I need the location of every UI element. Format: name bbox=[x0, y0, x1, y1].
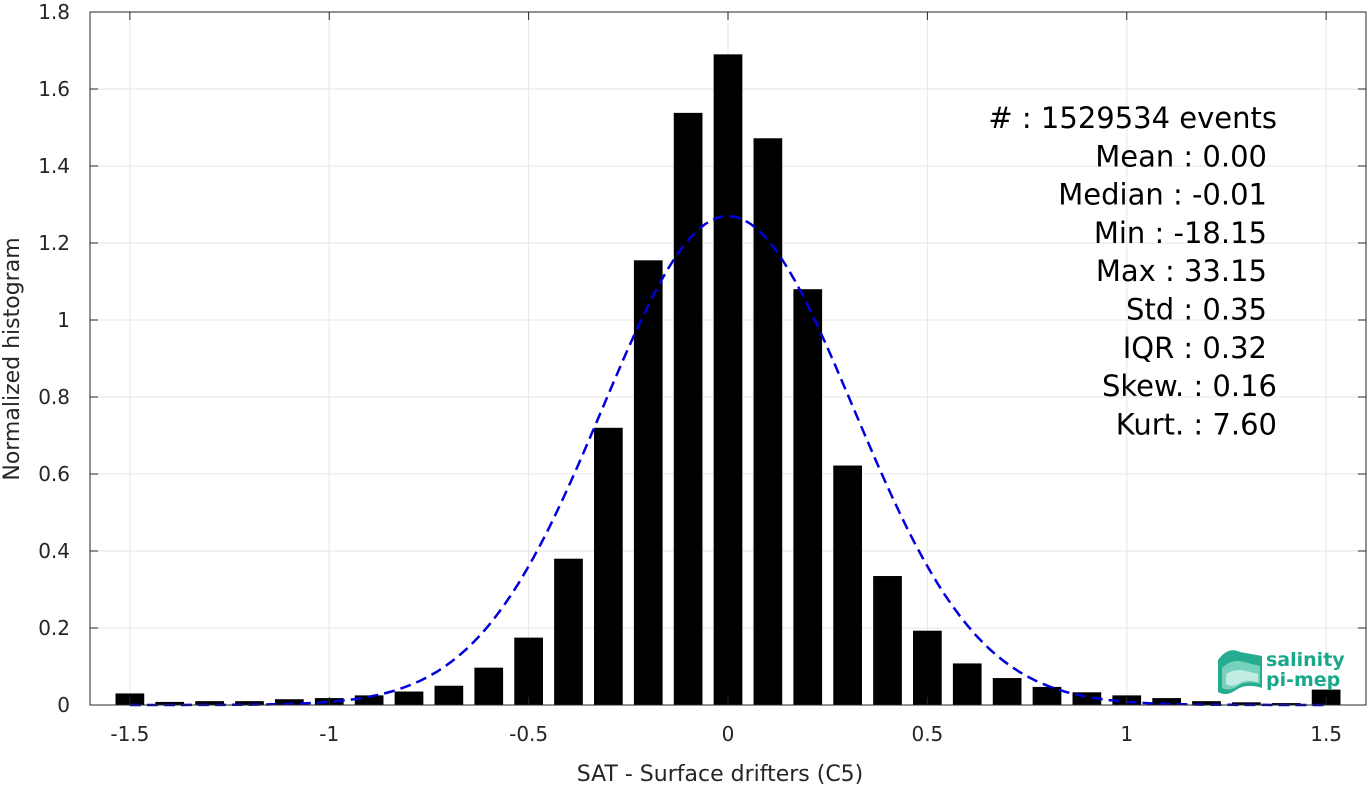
x-tick-label: -1 bbox=[319, 722, 339, 746]
logo-text-line1: salinity bbox=[1266, 649, 1345, 671]
y-tick-label: 0.2 bbox=[38, 616, 70, 640]
x-tick-label: 0.5 bbox=[911, 722, 943, 746]
histogram-bar bbox=[235, 701, 264, 705]
x-tick-label: -0.5 bbox=[509, 722, 548, 746]
stat-line: Kurt. : 7.60 bbox=[1116, 407, 1277, 441]
y-tick-label: 0.4 bbox=[38, 539, 70, 563]
histogram-bar bbox=[873, 576, 902, 705]
histogram-bar bbox=[474, 667, 504, 705]
x-tick-label: 1.5 bbox=[1310, 722, 1342, 746]
histogram-bar bbox=[833, 465, 862, 705]
histogram-bar bbox=[753, 138, 783, 705]
y-axis-label: Normalized histogram bbox=[0, 237, 25, 480]
histogram-bar bbox=[992, 678, 1022, 705]
logo-text-line2: pi-mep bbox=[1266, 669, 1340, 691]
stat-line: IQR : 0.32 bbox=[1123, 331, 1267, 365]
stat-line: Median : -0.01 bbox=[1058, 178, 1267, 212]
histogram-bar bbox=[514, 637, 543, 705]
x-tick-label: 1 bbox=[1120, 722, 1133, 746]
histogram-bars bbox=[115, 54, 1341, 706]
histogram-bar bbox=[1152, 698, 1181, 705]
y-axis-ticks: 0 0.2 0.4 0.6 0.8 1 1.2 1.4 1.6 1.8 bbox=[38, 0, 1366, 717]
histogram-bar bbox=[434, 685, 464, 705]
stat-line: Max : 33.15 bbox=[1096, 254, 1267, 288]
histogram-bar bbox=[633, 260, 663, 705]
histogram-bar bbox=[394, 691, 424, 705]
histogram-bar bbox=[275, 699, 304, 705]
y-tick-label: 1.4 bbox=[38, 154, 70, 178]
histogram-bar bbox=[1192, 701, 1221, 705]
y-tick-label: 1.6 bbox=[38, 77, 70, 101]
histogram-bar bbox=[673, 112, 703, 706]
stat-line: Std : 0.35 bbox=[1126, 293, 1267, 327]
stat-line: Skew. : 0.16 bbox=[1102, 369, 1277, 403]
statistics-box: # : 1529534 events Mean : 0.00 Median : -0… bbox=[988, 101, 1277, 441]
x-axis-ticks: -1.5 -1 -0.5 0 0.5 1 1.5 bbox=[110, 12, 1342, 746]
y-tick-label: 0 bbox=[57, 693, 70, 717]
histogram-bar bbox=[554, 558, 583, 705]
stat-line: Mean : 0.00 bbox=[1095, 139, 1267, 173]
histogram-bar bbox=[354, 695, 384, 705]
y-tick-label: 1.2 bbox=[38, 231, 70, 255]
histogram-bar bbox=[1032, 686, 1062, 705]
x-tick-label: 0 bbox=[722, 722, 735, 746]
histogram-bar bbox=[594, 427, 623, 705]
histogram-bar bbox=[793, 289, 823, 705]
logo-wave-icon bbox=[1218, 650, 1262, 695]
salinity-pi-mep-logo: salinity pi-mep bbox=[1218, 649, 1345, 695]
stat-line: # : 1529534 events bbox=[988, 101, 1277, 135]
histogram-bar bbox=[713, 54, 743, 706]
x-axis-label: SAT - Surface drifters (C5) bbox=[577, 762, 864, 785]
y-tick-label: 1 bbox=[57, 308, 70, 332]
histogram-bar bbox=[195, 701, 224, 705]
x-tick-label: -1.5 bbox=[110, 722, 149, 746]
y-tick-label: 0.8 bbox=[38, 385, 70, 409]
stat-line: Min : -18.15 bbox=[1094, 216, 1267, 250]
y-tick-label: 0.6 bbox=[38, 462, 70, 486]
histogram-bar bbox=[952, 663, 982, 705]
histogram-bar bbox=[913, 630, 942, 705]
histogram-bar bbox=[155, 701, 185, 705]
y-tick-label: 1.8 bbox=[38, 0, 70, 24]
